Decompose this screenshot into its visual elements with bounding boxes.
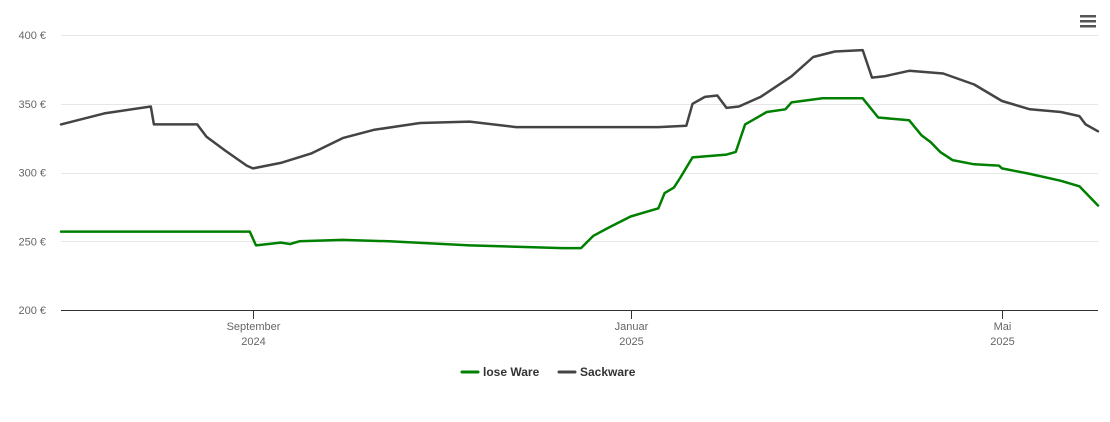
chart-menu-button[interactable]	[1077, 10, 1099, 32]
legend-item[interactable]: Sackware	[557, 365, 636, 379]
hamburger-menu-icon	[1080, 15, 1096, 28]
series-line	[59, 48, 1100, 170]
y-tick-label: 300 €	[18, 168, 46, 180]
y-tick-label: 200 €	[18, 305, 46, 317]
x-tick-label: Januar	[615, 321, 649, 333]
x-tick-year: 2025	[990, 336, 1014, 348]
y-tick-label: 350 €	[18, 99, 46, 111]
x-tick-label: September	[227, 321, 281, 333]
legend-item[interactable]: lose Ware	[460, 365, 540, 379]
y-tick-label: 250 €	[18, 236, 46, 248]
x-tick-year: 2024	[241, 336, 265, 348]
series-line	[59, 97, 1100, 250]
y-axis-labels: 400 € 350 € 300 € 250 € 200 €	[18, 30, 46, 317]
x-tick-label: Mai	[994, 321, 1012, 333]
grid-lines	[61, 35, 1098, 242]
legend[interactable]: lose Ware Sackware	[460, 365, 636, 379]
y-tick-label: 400 €	[18, 30, 46, 42]
legend-label: Sackware	[580, 365, 636, 379]
x-axis-ticks: September 2024 Januar 2025 Mai 2025	[227, 310, 1015, 348]
x-tick-year: 2025	[619, 336, 643, 348]
series-lines	[59, 48, 1100, 250]
legend-label: lose Ware	[483, 365, 540, 379]
